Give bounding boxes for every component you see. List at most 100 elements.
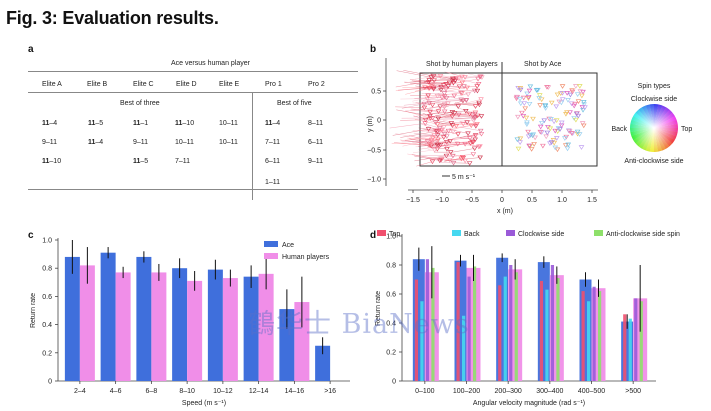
ace-landing-marker [558,123,565,129]
ace-overall-bar [621,321,634,381]
y-tick-label: 0.8 [42,266,52,273]
human-trajectory [411,108,439,112]
spin-type-bar [581,291,585,381]
human-trajectory [431,143,466,147]
ace-landing-marker [530,116,536,122]
column-header: Pro 2 [308,81,325,88]
human-landing-marker [441,109,448,115]
ace-landing-marker [538,97,545,103]
human-landing-marker [463,109,469,114]
human-trajectory [460,90,475,96]
ace-landing-marker [577,89,584,95]
human-trajectory [416,82,454,85]
human-trajectory [404,79,430,83]
human-trajectory [437,112,455,119]
ace-landing-marker [574,92,581,97]
human-landing-marker [462,158,468,164]
human-landing-marker [429,84,435,90]
ace-landing-marker [579,121,586,126]
human-landing-marker [421,105,428,111]
human-trajectory [421,123,439,131]
column-header: Elite D [176,81,197,88]
human-landing-marker [449,123,456,128]
ace-landing-marker [526,143,533,149]
human-trajectory [427,140,451,148]
human-landing-marker [438,128,444,134]
x-tick-label: 400–500 [578,388,605,395]
human-landing-marker [431,147,438,153]
ace-landing-marker [569,131,576,136]
ace-bar [136,256,152,381]
human-landing-marker [424,96,431,102]
human-trajectory [435,114,459,116]
human-landing-marker [468,123,474,128]
ace-landing-marker [553,136,560,141]
y-tick-label: 0 [377,118,381,125]
human-trajectory [400,131,438,138]
ace-landing-marker [517,86,524,91]
spin-wheel-segment [641,128,654,151]
human-landing-marker [430,74,437,79]
ace-landing-marker [530,132,537,137]
human-trajectory [396,109,431,117]
human-trajectory [444,71,466,78]
ace-landing-marker [551,119,557,125]
human-landing-marker [472,104,479,109]
human-trajectory [428,73,459,79]
human-landing-marker [467,141,474,146]
human-landing-marker [478,128,484,134]
elite-score: 9–11 [133,139,149,146]
ace-landing-marker [528,147,535,152]
human-landing-marker [437,142,444,148]
human-trajectory [412,149,435,154]
spin-type-bar [639,301,643,381]
human-landing-marker [439,128,445,133]
y-tick-label: 0 [392,379,396,386]
spin-wheel-segment [654,104,659,128]
human-landing-marker [460,121,466,127]
spin-wheel-segment [645,104,654,128]
ace-landing-marker [548,100,555,106]
ace-landing-marker [563,134,570,140]
human-trajectory [439,122,468,125]
spin-wheel-segment [654,128,675,144]
ace-landing-marker [574,129,581,135]
ace-overall-bar [537,262,550,381]
column-header: Elite B [87,81,108,88]
spin-wheel-segment [635,109,654,128]
human-trajectory [405,110,431,119]
human-landing-marker [453,76,459,81]
human-landing-marker [430,87,437,92]
human-trajectory [415,87,430,92]
figure-title: Fig. 3: Evaluation results. [6,8,219,28]
human-landing-marker [427,114,433,119]
spin-legend-top: Clockwise side [631,96,677,103]
spin-type-bar [509,265,513,381]
human-landing-marker [478,97,484,102]
panel-c-letter: c [28,230,34,241]
ace-landing-marker [573,117,579,123]
human-landing-marker [449,76,456,82]
human-trajectory [448,112,476,116]
ace-landing-marker [564,146,571,152]
ace-landing-marker [568,101,575,107]
human-landing-marker [426,100,432,106]
human-landing-marker [450,129,456,135]
ace-landing-marker [568,131,575,136]
ace-landing-marker [539,120,545,126]
human-overall-bar [549,275,564,381]
human-landing-marker [441,102,448,107]
legend-swatch [506,230,515,236]
ace-landing-marker [523,115,530,121]
ace-landing-marker [581,102,587,107]
human-trajectory [403,70,434,77]
human-landing-marker [429,116,436,121]
human-landing-marker [437,104,443,109]
ace-bar [172,268,188,381]
ace-landing-marker [565,98,571,103]
human-landing-marker [460,155,466,161]
pro-score: 8–11 [308,120,324,127]
legend-label: Ace [282,242,294,249]
ace-landing-marker [559,84,566,89]
ace-landing-marker [566,129,573,134]
